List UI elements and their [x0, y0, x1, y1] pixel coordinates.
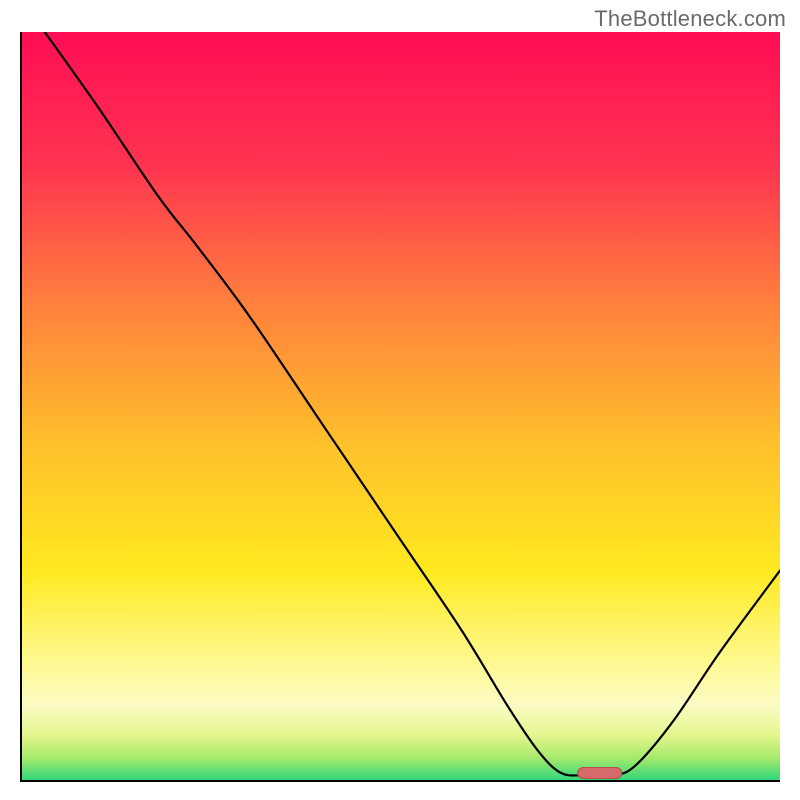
optimal-marker — [577, 767, 623, 779]
chart-plot-area — [20, 32, 780, 782]
watermark-text: TheBottleneck.com — [594, 6, 786, 32]
curve-svg — [22, 32, 780, 780]
bottleneck-curve — [45, 32, 780, 776]
